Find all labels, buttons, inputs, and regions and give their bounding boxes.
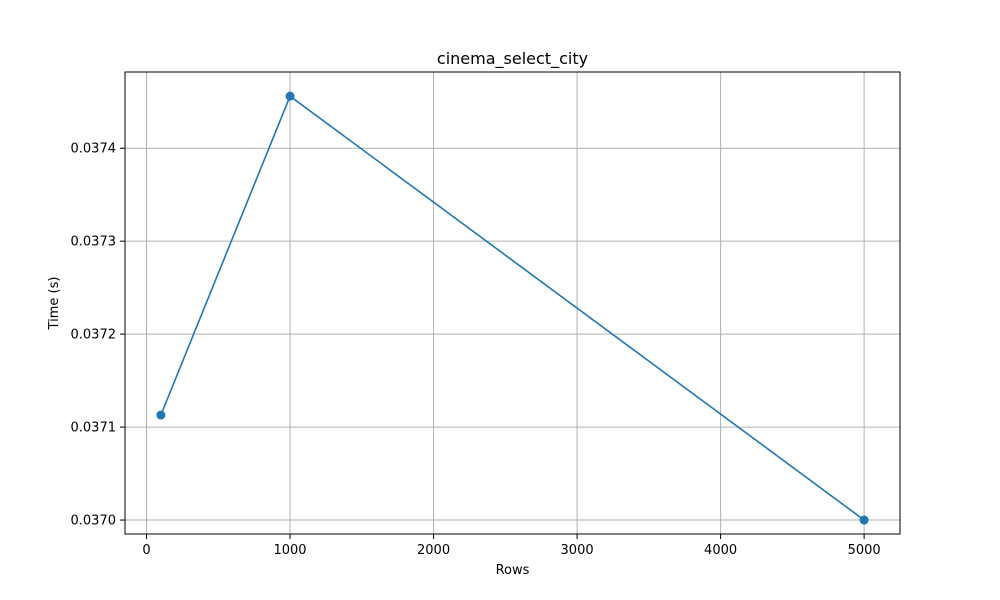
plot-area bbox=[125, 72, 900, 534]
series-layer bbox=[156, 91, 869, 525]
y-tick-label: 0.0374 bbox=[71, 142, 117, 157]
plot-frame bbox=[124, 71, 901, 535]
y-tick-label: 0.0370 bbox=[71, 514, 117, 529]
grid bbox=[125, 72, 900, 534]
x-tick-label: 3000 bbox=[561, 543, 594, 558]
y-tick-label: 0.0371 bbox=[71, 421, 117, 436]
x-tick-label: 2000 bbox=[417, 543, 450, 558]
x-tick-label: 1000 bbox=[273, 543, 306, 558]
data-point bbox=[859, 515, 869, 525]
y-tick-label: 0.0373 bbox=[71, 235, 117, 250]
data-point bbox=[156, 410, 166, 420]
x-tick-label: 0 bbox=[142, 543, 150, 558]
x-axis-ticks: 0 1000 2000 3000 4000 5000 bbox=[142, 534, 881, 558]
data-point bbox=[285, 91, 295, 101]
x-tick-label: 5000 bbox=[848, 543, 881, 558]
y-axis-label: Time (s) bbox=[47, 277, 62, 331]
chart-title: cinema_select_city bbox=[437, 49, 588, 69]
y-tick-label: 0.0372 bbox=[71, 328, 117, 343]
y-axis-ticks: 0.0370 0.0371 0.0372 0.0373 0.0374 bbox=[71, 142, 125, 529]
x-axis-label: Rows bbox=[496, 563, 530, 578]
x-tick-label: 4000 bbox=[704, 543, 737, 558]
